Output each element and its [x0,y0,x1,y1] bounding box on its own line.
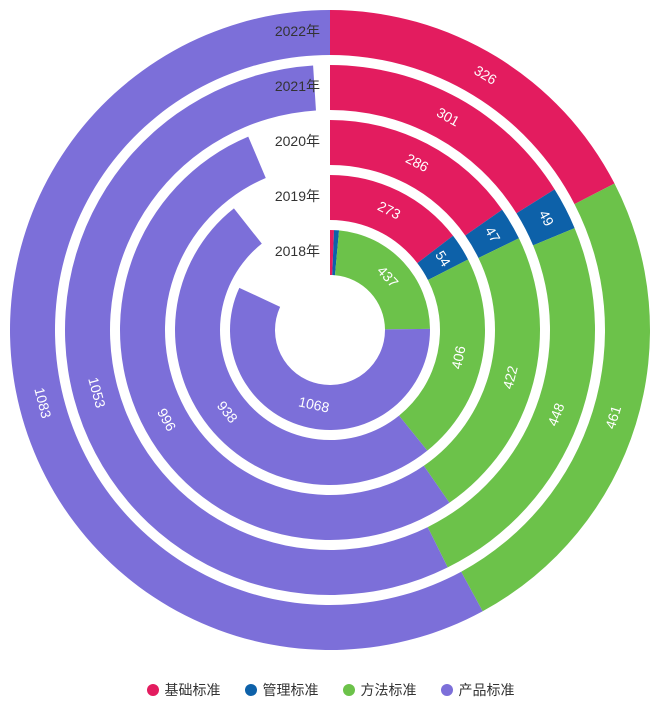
legend: 基础标准 管理标准 方法标准 产品标准 [0,680,661,701]
legend-item: 基础标准 [147,680,221,700]
radial-stacked-chart: 43710682018年273544069382019年286474229962… [0,0,661,710]
year-label: 2022年 [275,23,320,39]
legend-label: 产品标准 [459,680,515,700]
year-label: 2021年 [275,78,320,94]
legend-item: 管理标准 [245,680,319,700]
year-label: 2020年 [275,133,320,149]
legend-item: 方法标准 [343,680,417,700]
legend-label: 基础标准 [165,680,221,700]
legend-dot [441,684,453,696]
legend-dot [343,684,355,696]
legend-dot [147,684,159,696]
legend-dot [245,684,257,696]
year-label: 2018年 [275,243,320,259]
year-label: 2019年 [275,188,320,204]
legend-label: 方法标准 [361,680,417,700]
legend-label: 管理标准 [263,680,319,700]
legend-item: 产品标准 [441,680,515,700]
